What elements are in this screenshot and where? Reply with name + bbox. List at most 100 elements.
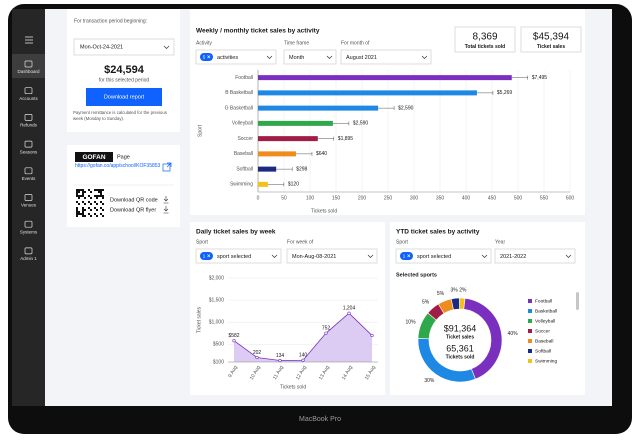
y-tick-label: $1,500 xyxy=(209,297,225,303)
qr-cell xyxy=(76,193,78,195)
qr-flyer-link[interactable]: Download QR flyer xyxy=(110,207,156,213)
download-report-button[interactable] xyxy=(86,88,162,106)
sidebar-label[interactable]: Seasons xyxy=(20,149,38,154)
slice-label: 10% xyxy=(406,319,417,325)
qr-cell xyxy=(82,213,84,215)
sidebar-label[interactable]: Events xyxy=(22,176,37,181)
qr-cell xyxy=(100,195,102,197)
qr-cell xyxy=(94,195,96,197)
qr-cell xyxy=(76,191,78,193)
qr-cell xyxy=(90,197,92,199)
bar xyxy=(258,120,333,126)
qr-cell xyxy=(94,189,96,191)
y-tick-label: B Basketball xyxy=(225,90,253,96)
filter-value: activities xyxy=(217,55,238,61)
qr-cell xyxy=(88,201,90,203)
payment-note: Payment remittance is calculated for the… xyxy=(73,110,167,121)
qr-cell xyxy=(100,201,102,203)
qr-cell xyxy=(84,209,86,211)
filter-dropdown[interactable] xyxy=(195,49,277,65)
qr-cell xyxy=(100,191,102,193)
qr-cell xyxy=(96,197,98,199)
bar xyxy=(258,181,268,187)
x-tick-label: 100 xyxy=(306,195,315,201)
stat-label: Ticket sales xyxy=(537,44,565,50)
qr-cell xyxy=(98,195,100,197)
legend-label[interactable]: Swimming xyxy=(535,359,557,365)
legend-swatch xyxy=(528,349,532,353)
filter-dropdown[interactable] xyxy=(195,248,282,264)
chevron xyxy=(565,254,572,258)
note-box: Payment remittance is calculated for the… xyxy=(73,110,167,121)
qr-cell xyxy=(94,207,96,209)
y-axis-label: Sport xyxy=(197,124,203,137)
external-link-icon[interactable] xyxy=(162,162,172,172)
chip-count: 1 xyxy=(203,253,206,258)
chip[interactable] xyxy=(200,252,213,260)
whisker xyxy=(295,151,313,156)
qr-cell xyxy=(82,189,84,191)
point xyxy=(370,333,374,338)
qr-cell xyxy=(88,189,90,191)
gofan-url[interactable]: https://gofan.co/app/school/KOF35853 xyxy=(75,163,161,169)
legend-label[interactable]: Football xyxy=(535,299,552,305)
legend-label[interactable]: Volleyball xyxy=(535,319,555,325)
slice-label: 30% xyxy=(424,378,435,384)
qr-cell xyxy=(96,195,98,197)
payment-card xyxy=(67,9,180,132)
sidebar-label[interactable]: Venues xyxy=(21,203,37,208)
qr-cell xyxy=(96,209,98,211)
filter-dropdown[interactable] xyxy=(286,248,378,264)
period-dropdown[interactable] xyxy=(73,38,175,56)
qr-cell xyxy=(76,207,78,209)
qr-cell xyxy=(78,213,80,215)
legend-label[interactable]: Soccer xyxy=(535,329,550,335)
whisker xyxy=(317,136,335,141)
filter-dropdown[interactable] xyxy=(395,248,492,264)
stat-value: 8,369 xyxy=(472,32,497,43)
qr-cell xyxy=(102,197,104,199)
stat-box xyxy=(520,26,582,53)
filter-dropdown[interactable] xyxy=(283,49,337,65)
bar xyxy=(258,105,379,111)
x-tick-label: 0 xyxy=(257,195,260,201)
value-label: 752 xyxy=(322,326,331,332)
chip[interactable] xyxy=(400,252,413,260)
y-tick-label: $2,000 xyxy=(209,275,225,281)
bar-card xyxy=(190,9,585,215)
x-tick-label: 550 xyxy=(540,195,549,201)
qr-code-link[interactable]: Download QR code xyxy=(110,197,158,203)
filter-dropdown[interactable] xyxy=(340,49,432,65)
legend-label[interactable]: Softball xyxy=(535,349,551,355)
x-axis-label: Tickets sold xyxy=(280,384,306,390)
chip[interactable] xyxy=(200,53,213,61)
sidebar-icon xyxy=(24,247,33,255)
qr-cell xyxy=(76,211,78,213)
sidebar-label[interactable]: Accounts xyxy=(19,96,38,101)
legend-label[interactable]: Basketball xyxy=(535,309,557,315)
qr-cell xyxy=(82,215,84,217)
chevron xyxy=(367,254,374,258)
legend-label[interactable]: Baseball xyxy=(535,339,553,345)
menu-icon[interactable] xyxy=(25,36,33,44)
bar-value-label: $2,590 xyxy=(353,121,369,127)
period-value: Mon-Oct-24-2021 xyxy=(80,44,123,50)
qr-cell xyxy=(82,209,84,211)
sidebar-label[interactable]: Admin 1 xyxy=(20,256,37,261)
logo-box xyxy=(75,152,113,162)
y-tick-label: Softball xyxy=(236,166,253,172)
x-tick-label: 350 xyxy=(436,195,445,201)
sidebar-label[interactable]: Refunds xyxy=(20,123,38,128)
device-label: MacBook Pro xyxy=(299,416,341,423)
point xyxy=(278,358,282,363)
qr-cell xyxy=(78,203,80,205)
filter-dropdown[interactable] xyxy=(494,248,576,264)
qr-code xyxy=(76,189,104,217)
filter-value: sport selected xyxy=(217,254,251,260)
sidebar-label[interactable]: Systems xyxy=(20,229,38,234)
qr-cell xyxy=(84,203,86,205)
scrollbar[interactable] xyxy=(576,292,579,310)
qr-cell xyxy=(82,207,84,209)
qr-cell xyxy=(100,189,102,191)
sidebar-label[interactable]: Dashboard xyxy=(17,69,40,74)
